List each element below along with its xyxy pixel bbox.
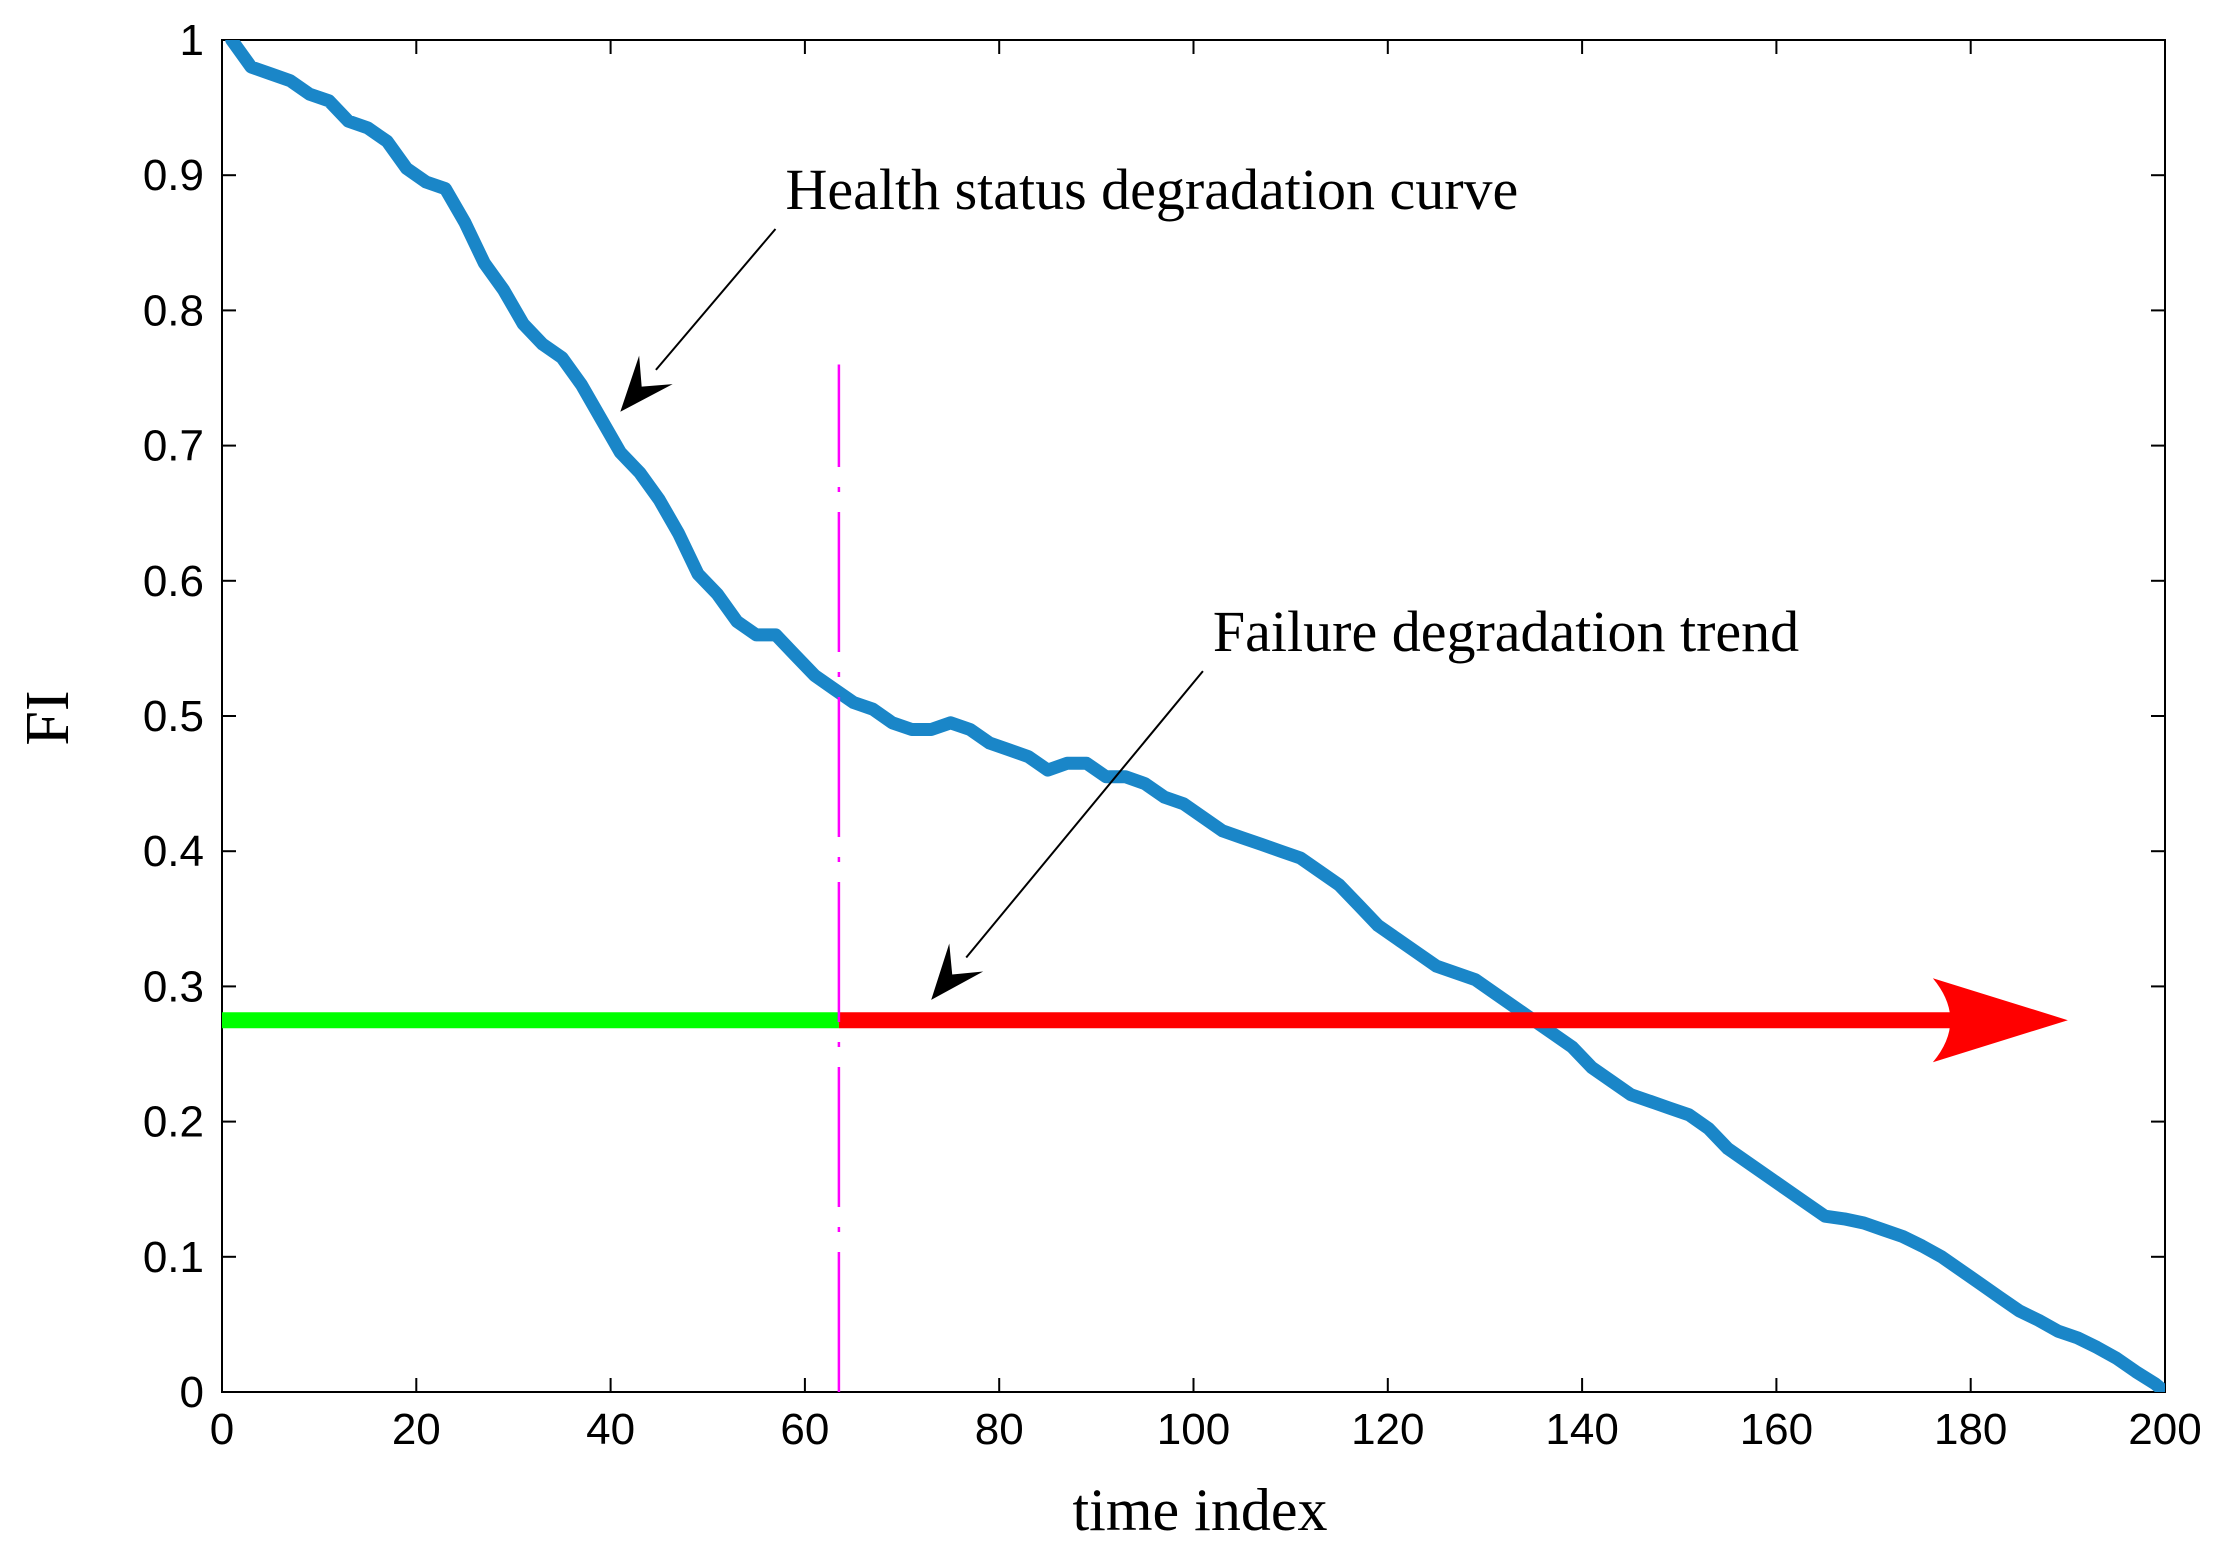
y-tick-label: 1 bbox=[180, 16, 204, 65]
plot-area-frame bbox=[221, 39, 2166, 1393]
y-tick-label: 0.1 bbox=[143, 1233, 204, 1282]
x-tick-label: 200 bbox=[2128, 1405, 2201, 1454]
chart-marks bbox=[225, 40, 2165, 1392]
annotation-label: Health status degradation curve bbox=[785, 157, 1518, 222]
x-tick-label: 140 bbox=[1545, 1405, 1618, 1454]
x-tick-label: 0 bbox=[210, 1405, 234, 1454]
y-tick-label: 0.9 bbox=[143, 151, 204, 200]
x-tick-label: 20 bbox=[392, 1405, 441, 1454]
y-tick-label: 0.5 bbox=[143, 692, 204, 741]
y-tick-label: 0.6 bbox=[143, 557, 204, 606]
y-tick-labels: 0 0.1 0.2 0.3 0.4 0.5 0.6 0.7 0.8 0.9 1 bbox=[143, 16, 204, 1417]
y-tick-label: 0.7 bbox=[143, 422, 204, 471]
y-tick-label: 0.8 bbox=[143, 286, 204, 335]
health-status-curve bbox=[225, 40, 2165, 1392]
annotation-label: Failure degradation trend bbox=[1213, 599, 1799, 664]
failure-trend-arrowhead bbox=[1932, 978, 2068, 1063]
x-tick-labels: 0 20 40 60 80 100 120 140 160 180 200 bbox=[210, 1405, 2202, 1454]
annotation-arrow-line bbox=[655, 228, 777, 371]
y-tick-label: 0.2 bbox=[143, 1098, 204, 1147]
y-tick-label: 0.4 bbox=[143, 827, 204, 876]
chart-overlays bbox=[222, 364, 2068, 1392]
annotations: Health status degradation curve Failure d… bbox=[620, 157, 1799, 1000]
x-tick-label: 180 bbox=[1934, 1405, 2007, 1454]
y-axis-label: FI bbox=[14, 690, 82, 745]
x-tick-label: 160 bbox=[1740, 1405, 1813, 1454]
y-tick-label: 0 bbox=[180, 1368, 204, 1417]
x-tick-label: 60 bbox=[780, 1405, 829, 1454]
x-axis-label: time index bbox=[1073, 1477, 1328, 1543]
axis-ticks bbox=[221, 39, 2166, 1393]
annotation-arrowhead bbox=[931, 943, 984, 1000]
x-tick-label: 80 bbox=[975, 1405, 1024, 1454]
annotation-arrowhead bbox=[620, 355, 673, 412]
x-tick-label: 100 bbox=[1157, 1405, 1230, 1454]
x-tick-label: 40 bbox=[586, 1405, 635, 1454]
y-tick-label: 0.3 bbox=[143, 962, 204, 1011]
annotation-arrow-line bbox=[965, 670, 1204, 959]
x-tick-label: 120 bbox=[1351, 1405, 1424, 1454]
